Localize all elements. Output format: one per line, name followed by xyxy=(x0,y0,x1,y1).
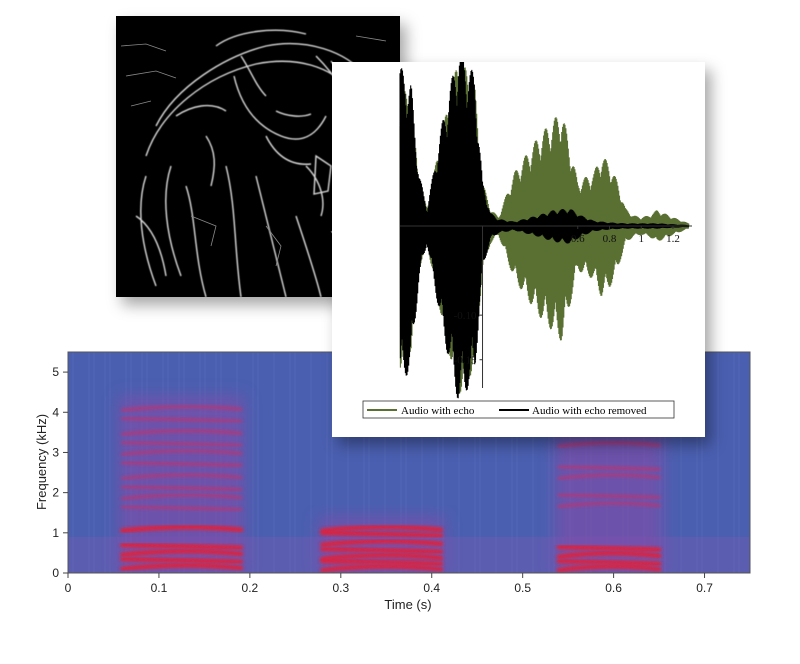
spectrogram-y-tick-label: 3 xyxy=(52,445,59,459)
waveform-plot-area xyxy=(399,62,690,399)
spectrogram-x-tick-label: 0.7 xyxy=(696,581,713,595)
spectrogram-x-tick-label: 0.5 xyxy=(514,581,531,595)
spectrogram-y-tick-label: 2 xyxy=(52,486,59,500)
spectrogram-y-tick-label: 4 xyxy=(52,405,59,419)
spectrogram-x-tick-label: 0.2 xyxy=(242,581,259,595)
spectrogram-x-tick-label: 0.6 xyxy=(605,581,622,595)
spectrogram-y-tick-label: 1 xyxy=(52,526,59,540)
spectrogram-x-tick-label: 0.4 xyxy=(423,581,440,595)
spectrogram-harmonic xyxy=(120,556,244,565)
spectrogram-harmonic xyxy=(556,563,662,573)
waveform-chart: 0.6 0.8 1 1.2 -0.10 -0.15 Audio with echo Aud… xyxy=(332,62,705,437)
spectrogram-harmonic xyxy=(120,524,244,534)
spectrogram-harmonic xyxy=(120,449,243,457)
spectrogram-harmonic xyxy=(557,441,661,449)
spectrogram-x-tick-label: 0.3 xyxy=(332,581,349,595)
spectrogram-y-tick-label: 5 xyxy=(52,365,59,379)
spectrogram-harmonic xyxy=(120,460,243,468)
spectrogram-harmonic xyxy=(557,473,661,481)
waveform-y-tick-label: -0.10 xyxy=(454,310,477,322)
edge-texture xyxy=(120,35,397,267)
waveform-legend: Audio with echo Audio with echo removed xyxy=(362,400,675,419)
legend-label-audio-with-echo-removed: Audio with echo removed xyxy=(532,405,647,417)
spectrogram-harmonic xyxy=(120,416,243,423)
spectrogram-harmonic xyxy=(557,464,661,472)
waveform-y-tick-label: -0.15 xyxy=(454,355,477,367)
spectrogram-harmonic xyxy=(320,530,444,539)
spectrogram-harmonic xyxy=(320,563,444,573)
spectrogram-axes: 0 0.1 0.2 0.3 0.4 0.5 0.6 0.7 0 1 2 3 4 5 xyxy=(52,351,751,595)
spectrogram-harmonic xyxy=(320,558,444,567)
spectrogram-harmonic xyxy=(120,542,244,551)
spectrogram-harmonic xyxy=(120,562,244,572)
spectrogram-harmonic xyxy=(320,546,444,555)
spectrogram-harmonic xyxy=(120,505,243,512)
waveform-x-tick-label: 0.6 xyxy=(571,233,585,245)
spectrogram-harmonic xyxy=(120,404,243,412)
spectrogram-harmonic xyxy=(557,493,661,500)
spectrogram-harmonic xyxy=(557,501,661,509)
waveform-svg: 0.6 0.8 1 1.2 -0.10 -0.15 Audio with echo Aud… xyxy=(362,62,692,419)
spectrogram-harmonic xyxy=(320,524,444,534)
spectrogram-harmonic xyxy=(120,440,243,448)
spectrogram-harmonic xyxy=(120,428,243,436)
spectrogram-harmonic xyxy=(120,548,244,558)
waveform-x-tick-label: 1.2 xyxy=(666,233,680,245)
spectrogram-x-tick-label: 0.1 xyxy=(151,581,168,595)
waveform-x-tick-label: 1 xyxy=(638,233,644,245)
spectrogram-harmonic xyxy=(120,485,243,492)
spectrogram-x-axis-label: Time (s) xyxy=(384,597,431,612)
spectrogram-harmonic xyxy=(120,493,243,501)
waveform-axes: 0.6 0.8 1 1.2 -0.10 -0.15 xyxy=(400,225,692,388)
spectrogram-x-tick-label: 0 xyxy=(65,581,72,595)
spectrogram-y-tick-label: 0 xyxy=(52,566,59,580)
waveform-x-tick-label: 0.8 xyxy=(603,233,617,245)
legend-label-audio-with-echo: Audio with echo xyxy=(401,405,475,417)
spectrogram-harmonic xyxy=(556,558,662,567)
spectrogram-y-axis-label: Frequency (kHz) xyxy=(34,414,49,510)
spectrogram-harmonic xyxy=(556,544,662,553)
spectrogram-harmonic xyxy=(320,552,444,562)
spectrogram-harmonic xyxy=(556,550,662,560)
spectrogram-harmonic xyxy=(120,473,243,481)
spectrogram-harmonic xyxy=(320,538,444,548)
